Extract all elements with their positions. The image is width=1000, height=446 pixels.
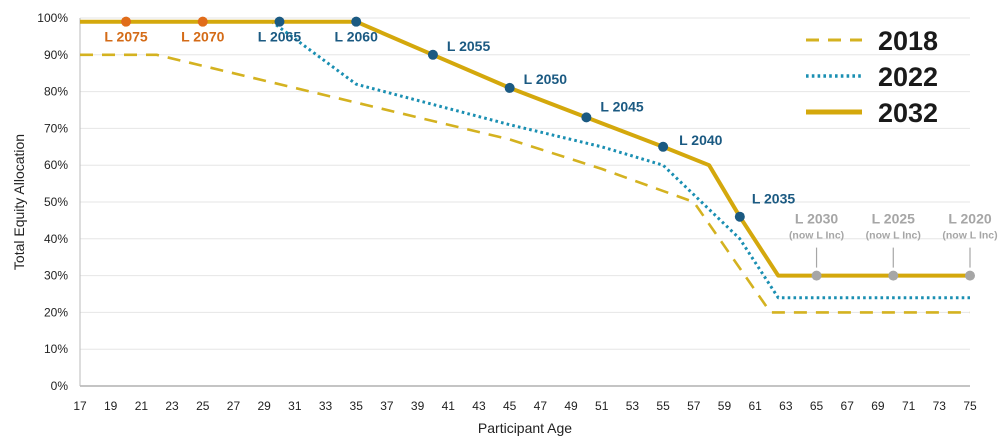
axes (79, 18, 970, 387)
x-tick-label: 33 (319, 399, 333, 413)
marker-label: L 2025 (872, 211, 916, 227)
legend-label-2018: 2018 (878, 26, 938, 56)
x-tick-label: 45 (503, 399, 517, 413)
x-tick-label: 61 (748, 399, 762, 413)
x-tick-label: 17 (73, 399, 87, 413)
marker-label: L 2045 (600, 98, 644, 114)
x-tick-label: 73 (933, 399, 947, 413)
x-tick-label: 27 (227, 399, 241, 413)
marker-label: L 2040 (679, 132, 723, 148)
x-tick-label: 25 (196, 399, 210, 413)
marker-label: L 2030 (795, 211, 839, 227)
x-tick-label: 75 (963, 399, 977, 413)
x-tick-label: 71 (902, 399, 916, 413)
y-tick-label: 90% (44, 48, 68, 62)
y-tick-label: 10% (44, 342, 68, 356)
x-tick-label: 35 (350, 399, 364, 413)
x-tick-label: 69 (871, 399, 885, 413)
y-tick-label: 0% (51, 379, 69, 393)
y-tick-label: 60% (44, 158, 68, 172)
y-tick-label: 80% (44, 85, 68, 99)
x-tick-label: 51 (595, 399, 609, 413)
marker-dot (504, 82, 515, 93)
legend-label-2022: 2022 (878, 62, 938, 92)
marker-label: L 2075 (104, 29, 148, 45)
marker-sublabel: (now L Inc) (942, 230, 997, 242)
marker-dot (197, 16, 208, 27)
x-axis-title: Participant Age (478, 420, 572, 436)
x-tick-label: 31 (288, 399, 302, 413)
fund-markers: L 2075 L 2070 L 2065 L 2060 L 2055 L 2050 L 20… (104, 16, 998, 281)
y-tick-label: 30% (44, 269, 68, 283)
x-tick-label: 55 (656, 399, 670, 413)
marker-dot (351, 16, 362, 27)
x-tick-label: 63 (779, 399, 793, 413)
marker-dot (658, 141, 669, 152)
marker-dot (965, 270, 975, 281)
legend-label-2032: 2032 (878, 98, 938, 128)
x-tick-label: 65 (810, 399, 824, 413)
x-tick-label: 21 (135, 399, 149, 413)
y-tick-label: 100% (37, 11, 68, 25)
series-line-2032 (80, 19, 970, 278)
x-tick-label: 67 (841, 399, 855, 413)
marker-label: L 2070 (181, 29, 225, 45)
legend: 2018 2022 2032 (806, 26, 938, 128)
x-tick-labels: 17 19 21 23 25 27 29 31 33 35 37 39 41 43 45 47 49 51 53 55… (73, 399, 977, 413)
x-tick-label: 19 (104, 399, 118, 413)
series-line-2022 (80, 20, 970, 300)
marker-sublabel: (now L Inc) (866, 230, 921, 242)
series-line-2018 (80, 53, 970, 314)
x-tick-label: 41 (442, 399, 456, 413)
x-tick-label: 43 (472, 399, 486, 413)
marker-dot (274, 16, 285, 27)
marker-dot (734, 211, 745, 222)
series-lines (80, 19, 970, 314)
marker-dot (888, 270, 899, 281)
marker-sublabel: (now L Inc) (789, 230, 844, 242)
x-tick-label: 29 (257, 399, 271, 413)
x-tick-label: 49 (564, 399, 578, 413)
x-tick-label: 47 (534, 399, 548, 413)
marker-dot (121, 16, 132, 27)
y-tick-label: 50% (44, 195, 68, 209)
x-tick-label: 57 (687, 399, 701, 413)
marker-dot (581, 112, 592, 123)
y-tick-labels: 0% 10% 20% 30% 40% 50% 60% 70% 80% 90% 100% (37, 11, 68, 393)
marker-label: L 2020 (948, 211, 992, 227)
y-tick-label: 20% (44, 305, 68, 319)
marker-label: L 2065 (258, 29, 302, 45)
x-tick-label: 53 (626, 399, 640, 413)
marker-dot (427, 49, 438, 60)
x-tick-label: 59 (718, 399, 732, 413)
gridlines (80, 17, 970, 350)
marker-label: L 2055 (447, 38, 491, 54)
x-tick-label: 23 (165, 399, 179, 413)
x-tick-label: 37 (380, 399, 394, 413)
x-tick-label: 39 (411, 399, 425, 413)
y-tick-label: 40% (44, 232, 68, 246)
marker-dot (811, 270, 822, 281)
marker-label: L 2050 (524, 71, 568, 87)
marker-label: L 2060 (335, 29, 379, 45)
y-tick-label: 70% (44, 121, 68, 135)
y-axis-title: Total Equity Allocation (11, 134, 27, 270)
marker-label: L 2035 (752, 191, 796, 207)
